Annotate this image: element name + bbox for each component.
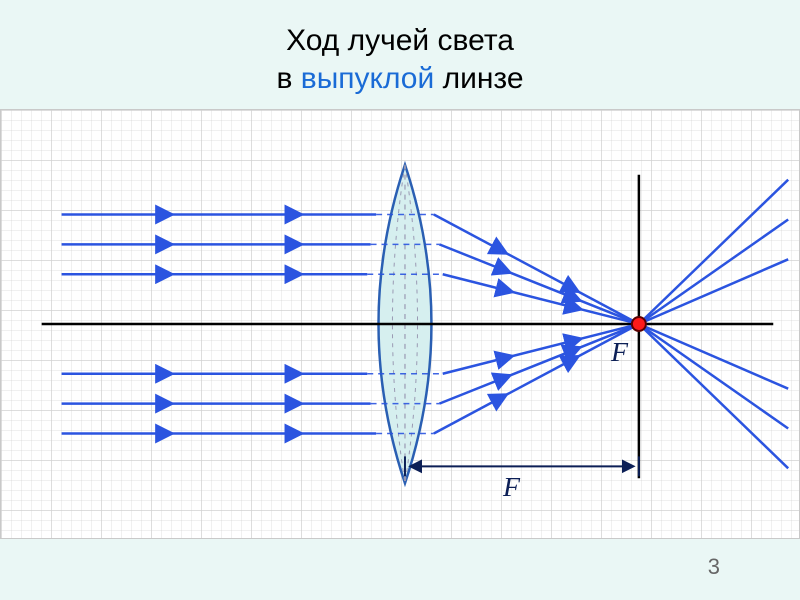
svg-text:F: F xyxy=(610,337,629,368)
optics-diagram: FF xyxy=(1,110,799,538)
title-block: Ход лучей света в выпуклой линзе xyxy=(0,0,800,109)
title-line2-post: линзе xyxy=(434,62,523,95)
title-line2-accent: выпуклой xyxy=(301,62,435,95)
title-line2-pre: в xyxy=(276,62,300,95)
title-line-2: в выпуклой линзе xyxy=(0,60,800,98)
title-line-1: Ход лучей света xyxy=(0,22,800,60)
svg-text:F: F xyxy=(502,472,521,503)
diagram-area: FF xyxy=(0,109,800,539)
page-number: 3 xyxy=(708,554,720,580)
